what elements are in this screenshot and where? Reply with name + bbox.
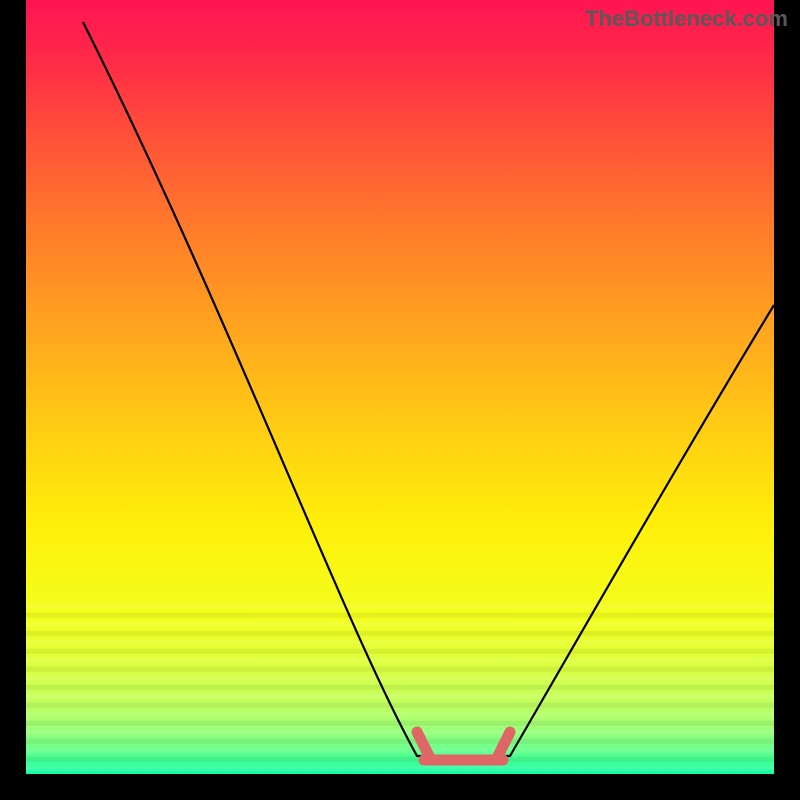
chart-svg (0, 0, 800, 800)
floor-marker-dot (431, 755, 442, 766)
border-left (0, 0, 26, 800)
floor-marker-dot (463, 755, 474, 766)
floor-marker-dot (447, 755, 458, 766)
border-bottom (0, 774, 800, 800)
floor-marker-dot (479, 755, 490, 766)
chart-container: TheBottleneck.com (0, 0, 800, 800)
watermark-text: TheBottleneck.com (585, 6, 788, 32)
floor-marker-dot (492, 755, 503, 766)
border-right (774, 0, 800, 800)
